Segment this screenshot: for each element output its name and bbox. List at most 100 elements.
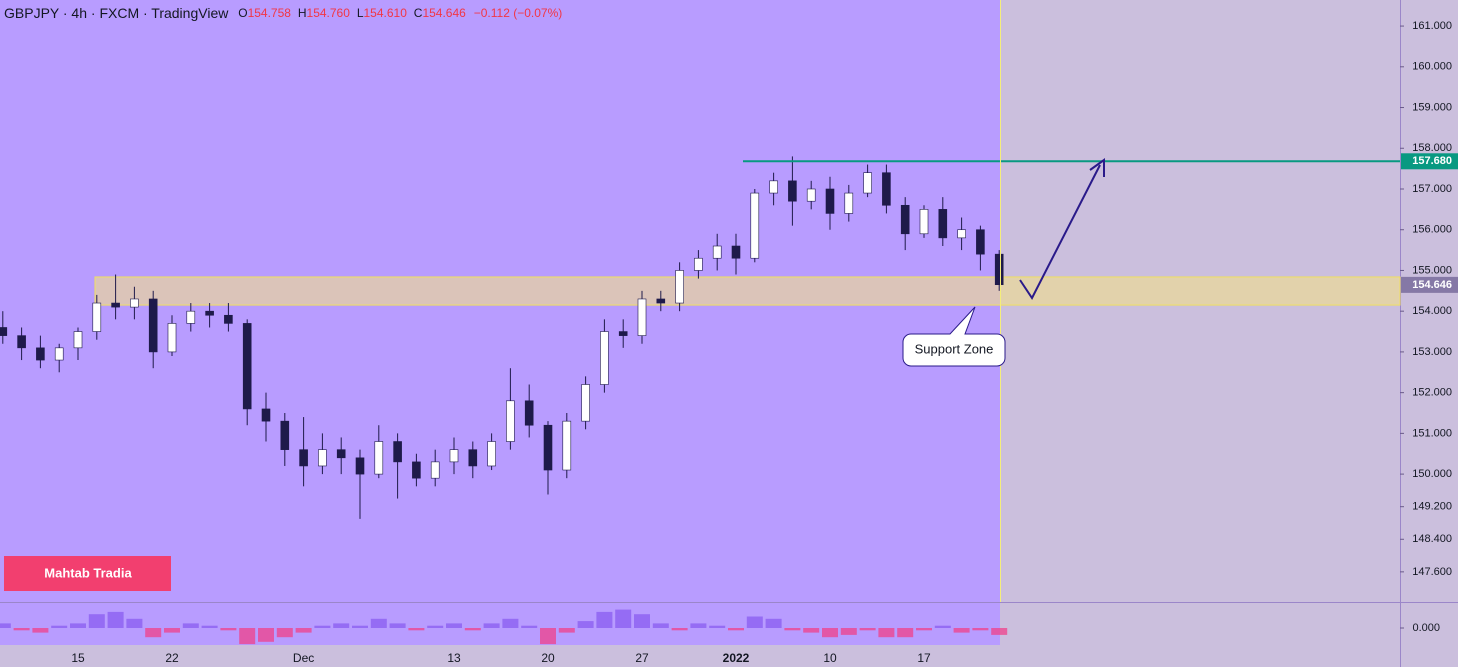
histogram-bar (540, 628, 556, 645)
histogram-bar (88, 614, 105, 628)
histogram-bar (615, 609, 632, 628)
y-tick-label: 160.000 (1412, 61, 1452, 73)
header-label: O (238, 6, 247, 20)
histogram-bar (671, 628, 688, 631)
histogram-bar (972, 628, 989, 631)
plot (0, 156, 1401, 645)
histogram-bar (483, 623, 500, 628)
histogram-bar (145, 628, 162, 638)
candle-body (656, 298, 666, 304)
candle-body (543, 424, 553, 471)
header-change: −0.112 (−0.07%) (474, 6, 563, 20)
histogram-bar (746, 616, 763, 628)
candle-body (581, 384, 590, 422)
y-tick-label: 155.000 (1412, 264, 1452, 276)
candle-body (148, 298, 158, 353)
histogram-bar (784, 628, 801, 631)
histogram-bar (690, 623, 707, 628)
histogram-bar (652, 623, 669, 628)
candle-body (637, 298, 647, 336)
candle-body (412, 461, 421, 479)
resistance-label-box (1401, 153, 1458, 170)
candle-body (468, 449, 478, 467)
histogram-bar (239, 628, 256, 645)
x-tick-label: Dec (293, 651, 314, 665)
histogram-bar (934, 625, 951, 628)
candle-body (882, 172, 891, 206)
candle-body (17, 335, 26, 349)
annotation: Support Zone (915, 341, 994, 356)
y-tick-label: 152.000 (1412, 387, 1452, 399)
histogram-bar (32, 628, 49, 633)
histogram-bar (276, 628, 293, 638)
histogram-bar (859, 628, 876, 631)
callout (902, 306, 1006, 367)
histogram-bar (596, 611, 613, 628)
x-tick-label: 27 (635, 651, 649, 665)
candle-body (994, 253, 1004, 286)
candle-body (280, 420, 290, 450)
candle-body (806, 188, 816, 202)
candle-body (111, 302, 120, 308)
histogram-bar (464, 628, 481, 631)
candle-body (919, 209, 929, 235)
y-tick-label: 161.000 (1412, 20, 1452, 32)
candle-body (769, 180, 778, 194)
histogram-bar (220, 628, 237, 631)
candle-body (675, 270, 684, 304)
histogram-bar (709, 625, 726, 628)
header: GBPJPY · 4h · FXCM · TradingView O154.75… (4, 5, 562, 21)
x-tick-label: 13 (447, 651, 461, 665)
price-axis (1400, 0, 1458, 667)
candle-body (0, 327, 8, 336)
candle-body (731, 245, 741, 259)
histogram-bar (427, 625, 444, 628)
candle-body (299, 449, 308, 467)
header-label: C (414, 6, 423, 20)
x-tick-label: 17 (917, 651, 931, 665)
x-tick-label: 22 (165, 651, 179, 665)
watermark: Mahtab Tradia (44, 565, 132, 580)
candle-body (506, 400, 515, 442)
y-tick-label: 159.000 (1412, 101, 1452, 113)
histogram-bar (333, 623, 350, 628)
histogram-bar (840, 628, 857, 635)
candle-body (712, 245, 722, 259)
candle-body (393, 441, 402, 463)
candle-body (524, 400, 534, 426)
histogram-bar (991, 628, 1008, 635)
candle-body (261, 408, 271, 422)
histogram-bar (314, 625, 331, 628)
last-price-label: 154.646 (1412, 279, 1452, 291)
candle-body (976, 229, 985, 255)
candle-body (374, 441, 384, 475)
y-tick-label: 158.000 (1412, 142, 1452, 154)
y-tick-label: 0.000 (1412, 622, 1440, 634)
candle-body (224, 314, 233, 324)
header-label: H (298, 6, 307, 20)
candle-body (938, 209, 948, 239)
candle-body (863, 172, 872, 194)
candle-body (318, 449, 327, 467)
candle-body (694, 257, 703, 271)
header-label: L (357, 6, 364, 20)
candle-body (562, 420, 572, 471)
candle-body (487, 441, 496, 467)
candle-body (825, 188, 835, 214)
histogram-bar (126, 618, 143, 628)
histogram-bar (558, 628, 575, 633)
candle-body (36, 347, 45, 361)
candle-body (449, 449, 459, 463)
histogram-bar (70, 623, 86, 628)
header-value: 154.610 (364, 6, 408, 20)
x-tick-label: 10 (823, 651, 837, 665)
histogram-bar (803, 628, 820, 633)
header-value: 154.760 (307, 6, 351, 20)
candle-body (618, 331, 628, 336)
histogram-bar (370, 618, 387, 628)
candle-body (205, 310, 214, 316)
candle-body (186, 310, 196, 324)
candle-body (430, 461, 440, 479)
x-tick-label: 20 (541, 651, 555, 665)
